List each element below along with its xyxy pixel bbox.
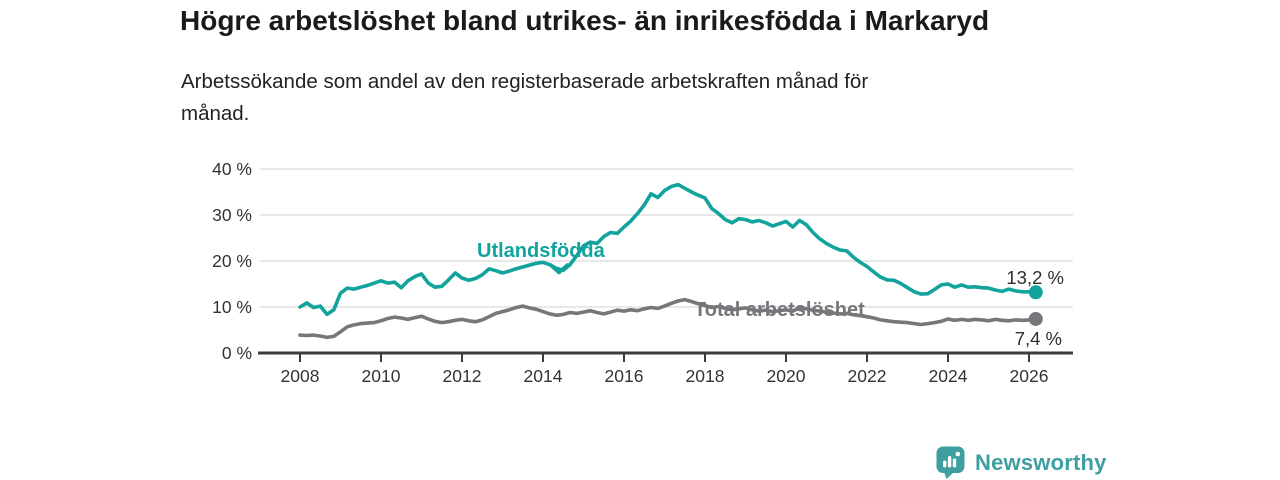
y-tick-label-10: 10 % [212,297,252,317]
x-tick-label-2008: 2008 [281,366,320,386]
series-end-dot-total [1028,311,1043,326]
series-line-utlandsfodda [298,182,1038,317]
x-tick-label-2016: 2016 [605,366,644,386]
x-tick-label-2020: 2020 [767,366,806,386]
y-tick-label-20: 20 % [212,251,252,271]
newsworthy-icon [936,446,965,479]
newsworthy-wordmark: Newsworthy [975,449,1107,475]
x-tick-label-2022: 2022 [848,366,887,386]
series-end-dot-utlandsfodda [1028,285,1043,300]
chart-subtitle: Arbetssökande som andel av den registerb… [181,70,869,125]
y-tick-label-30: 30 % [212,205,252,225]
series-line-total [298,297,1038,340]
chart-title: Högre arbetslöshet bland utrikes- än inr… [180,5,990,36]
x-tick-label-2026: 2026 [1010,366,1049,386]
chevron-down-icon [548,263,570,275]
end-value-utlandsfodda: 13,2 % [1006,267,1064,288]
newsworthy-logo: Newsworthy [936,446,1107,479]
x-tick-label-2014: 2014 [524,366,563,386]
series-label-total: Total arbetslöshet [694,299,865,321]
x-tick-label-2010: 2010 [362,366,401,386]
x-tick-label-2012: 2012 [443,366,482,386]
x-tick-label-2024: 2024 [929,366,968,386]
end-value-total: 7,4 % [1014,328,1062,349]
y-tick-label-40: 40 % [212,159,252,179]
series-label-utlandsfodda: Utlandsfödda [477,240,605,262]
y-tick-label-0: 0 % [222,343,252,363]
x-tick-label-2018: 2018 [686,366,725,386]
